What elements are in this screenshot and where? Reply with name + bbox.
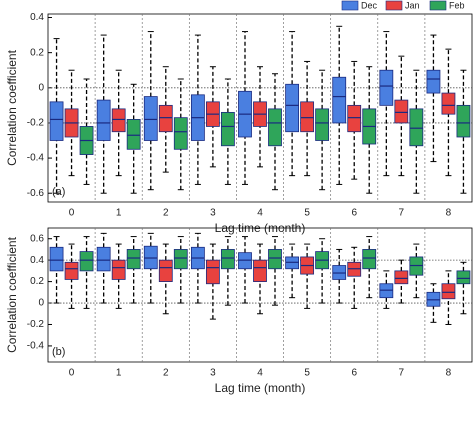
x-tick-label: 6 xyxy=(351,208,357,219)
y-tick-label: 0 xyxy=(38,298,44,309)
x-tick-label: 6 xyxy=(351,368,357,379)
panel-label: (a) xyxy=(52,186,65,198)
box xyxy=(126,119,141,150)
box xyxy=(285,83,300,133)
x-tick-label: 1 xyxy=(116,208,122,219)
legend-label: Feb xyxy=(449,0,465,10)
box xyxy=(379,69,394,106)
box xyxy=(332,76,347,124)
x-tick-label: 2 xyxy=(163,368,169,379)
plot-area xyxy=(47,227,473,363)
box xyxy=(300,101,315,133)
panel-label: (b) xyxy=(52,346,65,358)
y-tick-label: -0.4 xyxy=(27,341,45,352)
box xyxy=(394,270,409,285)
box xyxy=(441,283,456,300)
box xyxy=(220,111,235,147)
x-tick-label: 2 xyxy=(163,208,169,219)
box xyxy=(173,249,188,270)
x-tick-label: 5 xyxy=(304,368,310,379)
x-tick-label: 4 xyxy=(257,368,263,379)
box xyxy=(64,261,79,280)
x-tick-label: 0 xyxy=(69,208,75,219)
box xyxy=(362,249,377,270)
y-axis-label: Correlation coefficient xyxy=(5,236,19,353)
box xyxy=(173,117,188,150)
box xyxy=(394,99,409,124)
x-tick-label: 5 xyxy=(304,208,310,219)
legend-label: Jan xyxy=(405,0,420,10)
box xyxy=(315,108,330,141)
box xyxy=(143,96,158,141)
box xyxy=(49,101,64,141)
y-tick-label: 0.6 xyxy=(30,233,44,244)
box xyxy=(456,104,471,138)
legend-swatch xyxy=(341,0,359,11)
y-tick-label: 0.2 xyxy=(30,276,44,287)
x-tick-label: 3 xyxy=(210,368,216,379)
plot-area xyxy=(47,13,473,203)
box xyxy=(347,104,362,133)
box xyxy=(158,104,173,133)
y-axis-label: Correlation coefficient xyxy=(5,49,19,166)
x-tick-label: 8 xyxy=(446,208,452,219)
y-tick-label: 0.2 xyxy=(30,47,44,58)
box xyxy=(426,69,441,94)
box xyxy=(205,259,220,285)
box xyxy=(268,108,282,147)
y-tick-label: 0.4 xyxy=(30,255,44,266)
box xyxy=(126,249,141,270)
box xyxy=(441,92,456,115)
x-tick-label: 4 xyxy=(257,208,263,219)
x-tick-label: 3 xyxy=(210,208,216,219)
y-tick-label: -0.2 xyxy=(27,319,45,330)
box xyxy=(253,259,267,283)
box xyxy=(220,249,235,270)
box xyxy=(96,99,111,141)
y-tick-label: -0.6 xyxy=(27,188,45,199)
x-tick-label: 0 xyxy=(69,368,75,379)
x-tick-label: 7 xyxy=(399,208,405,219)
legend-swatch xyxy=(429,0,447,11)
y-tick-label: -0.2 xyxy=(27,118,45,129)
y-tick-label: 0 xyxy=(38,82,44,93)
box xyxy=(456,270,471,285)
y-tick-label: 0.4 xyxy=(30,12,44,23)
box xyxy=(268,249,282,270)
legend-swatch xyxy=(385,0,403,11)
box xyxy=(111,108,126,133)
box xyxy=(49,246,64,272)
y-tick-label: -0.4 xyxy=(27,153,45,164)
x-axis-label: Lag time (month) xyxy=(215,381,306,395)
box xyxy=(96,246,111,272)
x-tick-label: 1 xyxy=(116,368,122,379)
box xyxy=(158,259,173,283)
x-tick-label: 7 xyxy=(399,368,405,379)
box xyxy=(79,251,94,272)
box xyxy=(111,259,126,280)
legend-label: Dec xyxy=(361,0,378,10)
box xyxy=(409,108,424,147)
x-tick-label: 8 xyxy=(446,368,452,379)
